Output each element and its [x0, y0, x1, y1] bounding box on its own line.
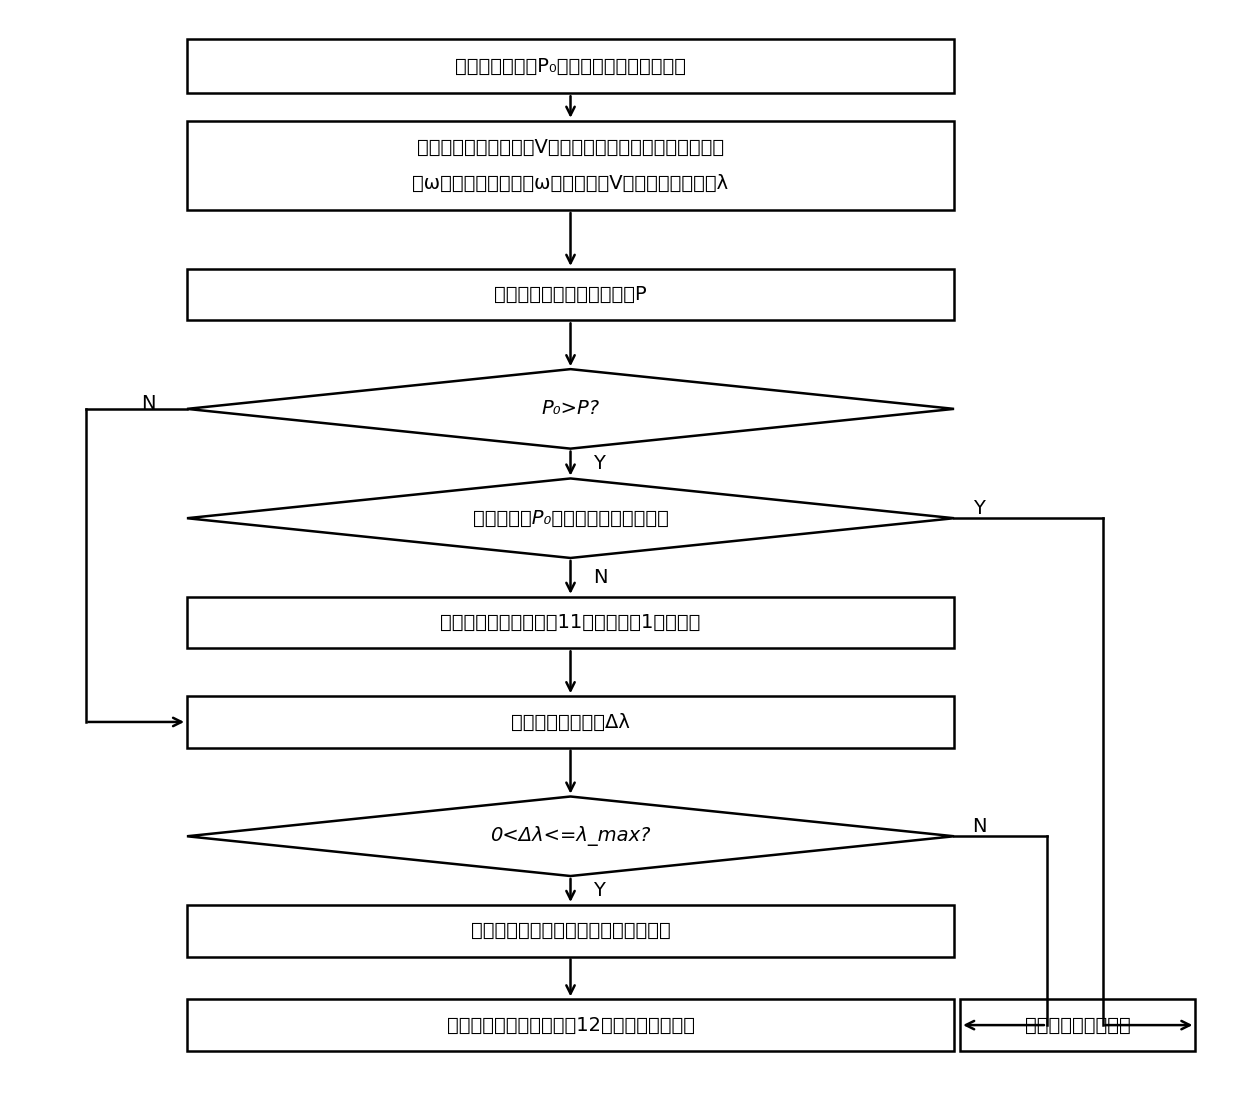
FancyBboxPatch shape [187, 121, 954, 210]
Text: N: N [593, 567, 608, 587]
FancyBboxPatch shape [187, 269, 954, 321]
Text: Y: Y [593, 880, 605, 900]
Text: 启动转轮叶片综合控制全12进行叶轮位置调节: 启动转轮叶片综合控制全12进行叶轮位置调节 [446, 1015, 694, 1034]
FancyBboxPatch shape [960, 999, 1195, 1051]
Text: N: N [141, 395, 156, 414]
Polygon shape [187, 796, 954, 876]
Text: Y: Y [972, 499, 985, 518]
Text: 度ω，根据叶轮机速度ω、水流流速V计算得到叶尖速比λ: 度ω，根据叶轮机速度ω、水流流速V计算得到叶尖速比λ [413, 174, 729, 192]
FancyBboxPatch shape [187, 999, 954, 1051]
Text: 计算水轮机能够获取的能量P: 计算水轮机能够获取的能量P [495, 285, 647, 304]
Text: 将来水量换算水流流速V，根据转子速度信号确定叶轮机速: 将来水量换算水流流速V，根据转子速度信号确定叶轮机速 [417, 138, 724, 157]
Text: 计算叶尖速比差値Δλ: 计算叶尖速比差値Δλ [511, 712, 630, 731]
FancyBboxPatch shape [187, 39, 954, 93]
FancyBboxPatch shape [187, 905, 954, 957]
Text: 通过调节叶轮桨距角能够达到最佳出力: 通过调节叶轮桨距角能够达到最佳出力 [471, 921, 671, 940]
FancyBboxPatch shape [187, 597, 954, 648]
Text: P₀>P?: P₀>P? [542, 399, 600, 418]
Text: N: N [972, 817, 987, 836]
Polygon shape [187, 479, 954, 557]
Text: 0<Δλ<=λ_max?: 0<Δλ<=λ_max? [490, 826, 651, 846]
Text: 采集发电量需求P₀、来水量、转子速度信号: 采集发电量需求P₀、来水量、转子速度信号 [455, 56, 686, 75]
FancyBboxPatch shape [187, 696, 954, 748]
Text: Y: Y [593, 455, 605, 473]
Text: 通过水流量综合控制全11调节水轮机1的进水量: 通过水流量综合控制全11调节水轮机1的进水量 [440, 613, 701, 632]
Polygon shape [187, 369, 954, 449]
Text: 水轮机出力异常报警: 水轮机出力异常报警 [1025, 1015, 1131, 1034]
Text: 发电量需求P₀超过系统的调节能力？: 发电量需求P₀超过系统的调节能力？ [472, 509, 668, 528]
